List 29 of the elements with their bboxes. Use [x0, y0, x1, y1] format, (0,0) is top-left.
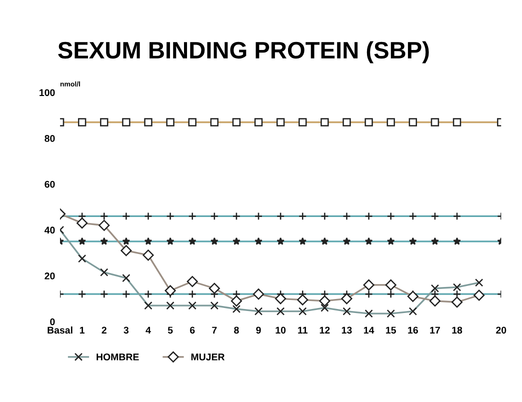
x-tick-label: 10 — [276, 326, 286, 334]
y-tick-label: 80 — [44, 135, 55, 142]
x-tick-label: 8 — [234, 326, 239, 334]
x-tick-label: 1 — [80, 326, 85, 334]
x-tick-label: 3 — [124, 326, 129, 334]
x-tick-label: 14 — [364, 326, 374, 334]
x-tick-label: 18 — [452, 326, 462, 334]
chart-title: SEXUM BINDING PROTEIN (SBP) — [58, 41, 429, 64]
x-tick-label: Basal — [48, 326, 72, 334]
legend-label: MUJER — [191, 354, 225, 360]
x-tick-label: 6 — [190, 326, 195, 334]
x-tick-label: 20 — [496, 326, 506, 334]
x-tick-label: 5 — [168, 326, 173, 334]
x-tick-label: 7 — [212, 326, 217, 334]
x-tick-label: 4 — [146, 326, 151, 334]
y-tick-label: 20 — [44, 272, 55, 280]
y-tick-label: 40 — [44, 226, 55, 234]
y-tick-label: 0 — [50, 318, 55, 326]
x-tick-label: 2 — [102, 326, 106, 334]
x-tick-label: 17 — [430, 326, 440, 334]
legend-label: HOMBRE — [96, 354, 139, 360]
x-tick-label: 15 — [386, 326, 396, 334]
y-tick-label: 100 — [40, 89, 55, 96]
x-tick-label: 13 — [342, 326, 352, 334]
x-tick-label: 12 — [320, 326, 330, 334]
x-tick-label: 9 — [256, 326, 261, 334]
x-tick-label: 11 — [298, 326, 308, 334]
x-tick-label: 16 — [408, 326, 418, 334]
y-tick-label: 60 — [44, 180, 55, 188]
